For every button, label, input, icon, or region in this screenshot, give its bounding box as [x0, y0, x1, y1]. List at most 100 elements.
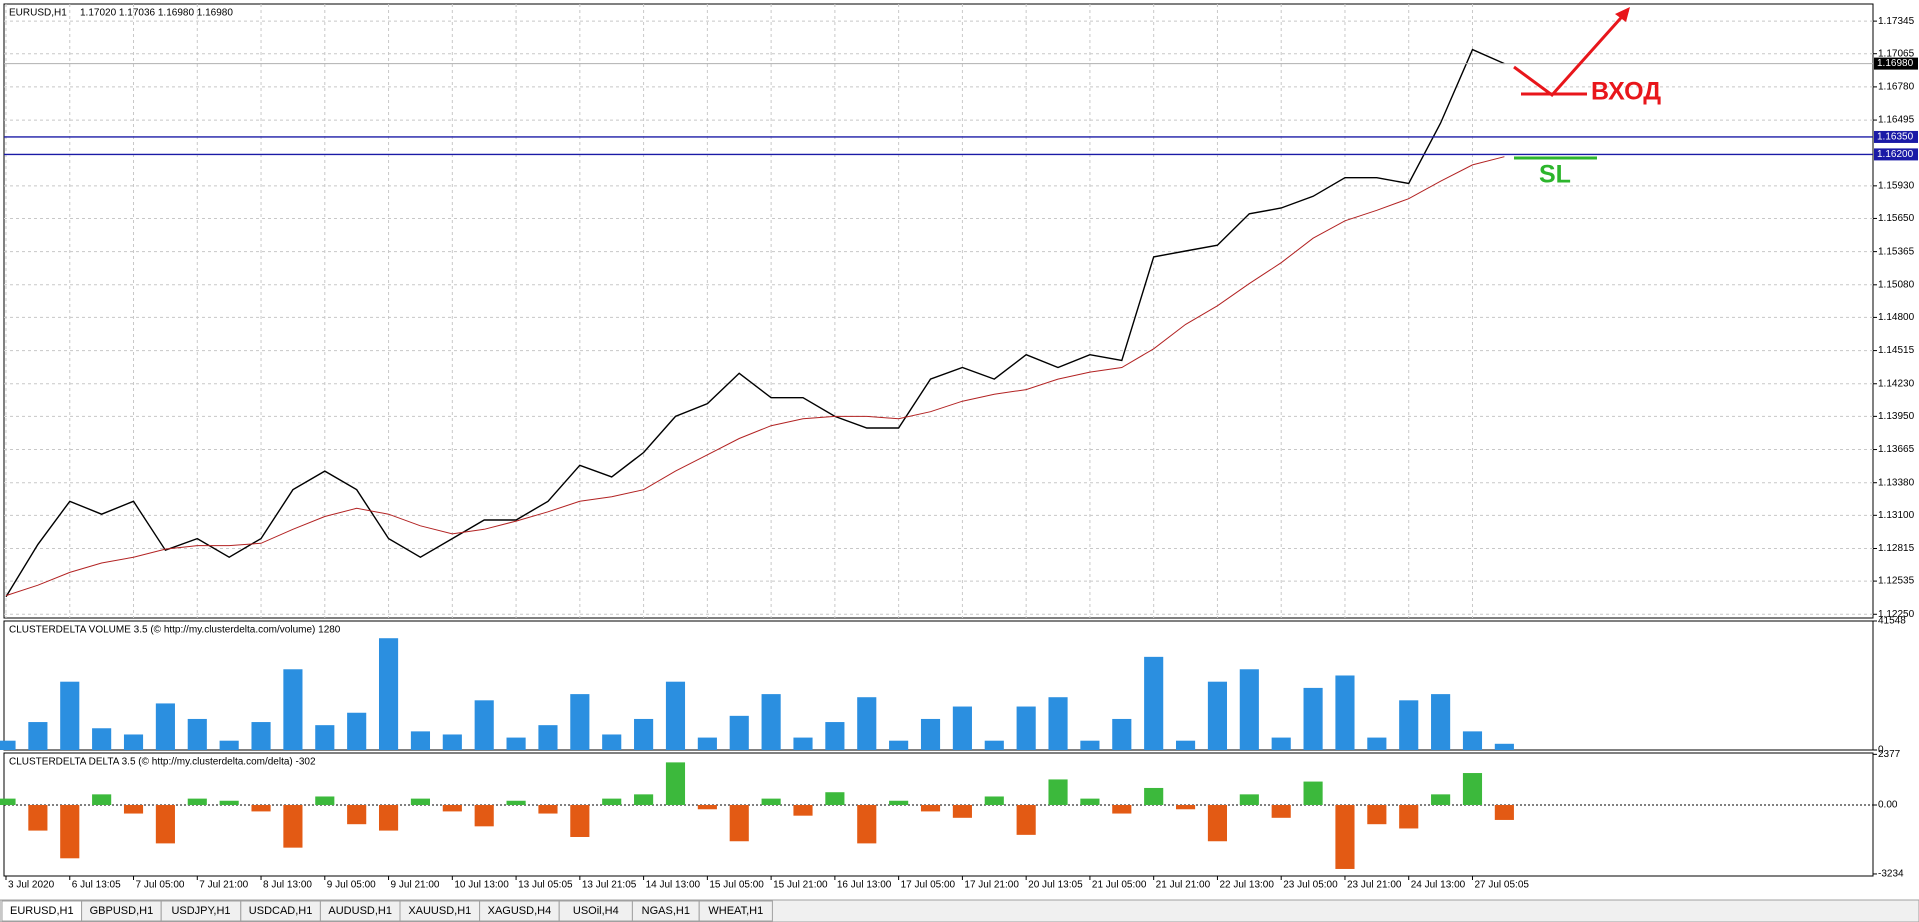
bar	[442, 805, 462, 812]
price-line	[5, 48, 1505, 598]
x-tick-label: 9 Jul 21:00	[391, 880, 440, 891]
bar	[570, 805, 590, 837]
tab-label[interactable]: EURUSD,H1	[10, 905, 74, 917]
bar	[251, 722, 271, 750]
y-tick-label: 1.12250	[1878, 609, 1915, 620]
bar	[920, 718, 941, 750]
level-label: 1.16200	[1877, 149, 1914, 160]
bar	[761, 694, 781, 750]
panel-frame	[3, 752, 1874, 877]
bar	[506, 800, 526, 806]
x-tick-label: 15 Jul 21:00	[773, 880, 828, 891]
bar	[952, 706, 972, 750]
bar	[1144, 656, 1164, 750]
bar	[1431, 694, 1451, 750]
x-tick-label: 16 Jul 13:00	[837, 880, 892, 891]
bar	[1335, 805, 1355, 869]
x-tick-label: 6 Jul 13:05	[72, 880, 121, 891]
annotations: ВХОД SL	[1513, 7, 1661, 189]
x-tick-label: 14 Jul 13:00	[646, 880, 701, 891]
tab-label[interactable]: XAUUSD,H1	[408, 905, 471, 917]
tab-label[interactable]: XAGUSD,H4	[488, 905, 552, 917]
bar	[1367, 737, 1387, 750]
bar	[793, 805, 813, 816]
y-tick-label: 1.13380	[1878, 477, 1915, 488]
bar	[0, 740, 16, 750]
bar	[984, 796, 1004, 806]
bar	[1494, 805, 1514, 820]
bar	[825, 722, 845, 750]
tab-label[interactable]: NGAS,H1	[642, 905, 690, 917]
bar	[538, 805, 558, 814]
bar	[283, 805, 303, 848]
x-tick-label: 24 Jul 13:00	[1411, 880, 1466, 891]
bar	[984, 740, 1004, 750]
bar	[665, 681, 686, 750]
tab-label[interactable]: USOil,H4	[573, 905, 619, 917]
tab-label[interactable]: WHEAT,H1	[708, 905, 763, 917]
bar	[315, 796, 335, 806]
y-tick-label: 0	[1878, 745, 1884, 756]
bar	[378, 638, 399, 750]
x-tick-label: 3 Jul 2020	[8, 880, 55, 891]
bar	[155, 703, 175, 750]
bar	[410, 731, 431, 750]
bar	[347, 805, 367, 825]
bar	[378, 805, 399, 831]
bar	[187, 718, 207, 750]
bar	[697, 805, 717, 810]
bar	[825, 792, 845, 806]
bar	[761, 798, 781, 806]
panel-title: CLUSTERDELTA DELTA 3.5 (© http://my.clus…	[9, 757, 316, 768]
y-tick-label: 1.17345	[1878, 16, 1915, 27]
bar	[729, 805, 749, 842]
bar	[1112, 805, 1132, 814]
bar	[1207, 805, 1228, 842]
y-tick-label: 1.16780	[1878, 82, 1915, 93]
bar	[283, 669, 303, 750]
price-tag	[1874, 57, 1918, 70]
current-price-label: 1.16980	[1877, 58, 1914, 69]
y-tick-label: 1.16495	[1878, 115, 1915, 126]
bar	[474, 805, 494, 827]
panel-title: CLUSTERDELTA VOLUME 3.5 (© http://my.clu…	[9, 625, 341, 636]
tab[interactable]	[698, 900, 773, 922]
x-tick-label: 27 Jul 05:05	[1474, 880, 1529, 891]
bar	[1207, 681, 1228, 750]
tab-label[interactable]: GBPUSD,H1	[90, 905, 154, 917]
bar	[1431, 794, 1451, 806]
y-tick-label: 1.15650	[1878, 213, 1915, 224]
bar	[857, 805, 877, 844]
bar	[602, 734, 622, 750]
tab-label[interactable]: AUDUSD,H1	[328, 905, 392, 917]
bar	[1462, 773, 1483, 806]
bar	[1271, 737, 1291, 750]
y-tick-label: 1.17065	[1878, 48, 1915, 59]
bar	[1175, 740, 1196, 750]
x-tick-label: 22 Jul 13:00	[1219, 880, 1274, 891]
bar	[92, 728, 112, 750]
quote: 1.17020 1.17036 1.16980 1.16980	[80, 8, 233, 19]
bar	[506, 737, 526, 750]
bar	[889, 800, 909, 806]
bar	[1462, 731, 1483, 750]
bar	[857, 697, 877, 750]
bar	[602, 798, 622, 806]
y-tick-label: 1.14515	[1878, 345, 1915, 356]
bar	[1080, 740, 1100, 750]
x-tick-label: 7 Jul 05:00	[136, 880, 185, 891]
bar	[0, 798, 16, 806]
x-tick-label: 13 Jul 21:05	[582, 880, 637, 891]
level-tag	[1874, 130, 1918, 143]
bar	[219, 800, 239, 806]
x-tick-label: 13 Jul 05:05	[518, 880, 573, 891]
tab-label[interactable]: USDJPY,H1	[171, 905, 230, 917]
tab-label[interactable]: USDCAD,H1	[249, 905, 313, 917]
x-tick-label: 15 Jul 05:00	[709, 880, 764, 891]
bar	[474, 700, 494, 750]
bar	[1239, 794, 1259, 806]
bar	[92, 794, 112, 806]
x-tick-label: 9 Jul 05:00	[327, 880, 376, 891]
